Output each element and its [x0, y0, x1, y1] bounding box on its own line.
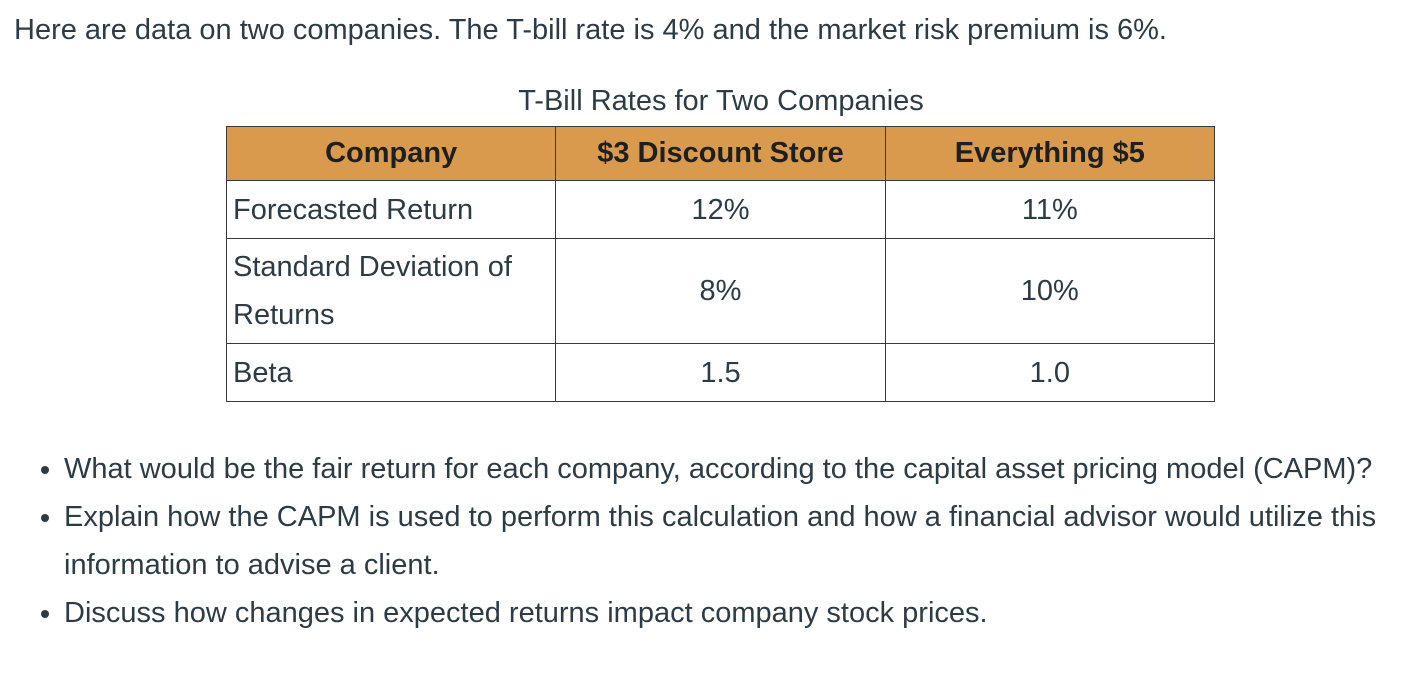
table-row: Standard Deviation of Returns 8% 10% — [225, 238, 1216, 344]
row-label-beta: Beta — [225, 343, 557, 402]
table-row: Forecasted Return 12% 11% — [225, 180, 1216, 239]
intro-text: Here are data on two companies. The T-bi… — [14, 14, 1167, 46]
company-data-table: Company $3 Discount Store Everything $5 … — [225, 126, 1216, 402]
row-label-standard-deviation: Standard Deviation of Returns — [225, 238, 557, 344]
row-label-forecasted-return: Forecasted Return — [225, 180, 557, 239]
list-item: What would be the fair return for each c… — [64, 445, 1384, 493]
cell-value: 11% — [884, 180, 1216, 239]
cell-value: 1.5 — [555, 343, 886, 402]
question-list: What would be the fair return for each c… — [62, 445, 1384, 637]
cell-value: 10% — [884, 238, 1216, 344]
cell-value: 1.0 — [884, 343, 1216, 402]
list-item: Discuss how changes in expected returns … — [64, 589, 1384, 637]
table-row: Beta 1.5 1.0 — [225, 343, 1216, 402]
header-company: Company — [225, 126, 557, 181]
cell-value: 8% — [555, 238, 886, 344]
cell-value: 12% — [555, 180, 886, 239]
header-everything-5: Everything $5 — [884, 126, 1216, 181]
list-item: Explain how the CAPM is used to perform … — [64, 493, 1384, 589]
table-caption: T-Bill Rates for Two Companies — [518, 85, 924, 117]
table-header-row: Company $3 Discount Store Everything $5 — [225, 126, 1216, 181]
header-discount-store: $3 Discount Store — [555, 126, 886, 181]
